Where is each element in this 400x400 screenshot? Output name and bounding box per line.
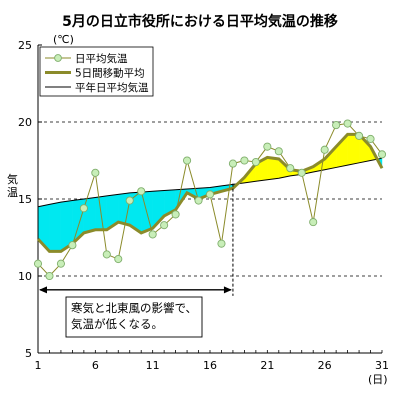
y-unit-label: (℃) — [53, 33, 74, 46]
daily-temperature-point — [251, 157, 260, 167]
x-tick-label: 26 — [318, 359, 332, 372]
daily-temperature-point — [137, 187, 146, 196]
daily-temperature-point — [366, 134, 375, 143]
daily-temperature-point — [56, 259, 65, 268]
daily-temperature-point — [309, 218, 318, 227]
x-tick-label: 1 — [35, 359, 42, 372]
daily-temperature-point — [91, 168, 100, 177]
daily-temperature-point — [148, 230, 157, 239]
annotation-text: 気温が低くなる。 — [71, 317, 163, 331]
daily-temperature-point — [332, 121, 341, 130]
normal-temperature-line — [37, 157, 383, 208]
x-ticks: 1 6 11 16 21 26 31 — [35, 350, 389, 372]
x-tick-label: 16 — [203, 359, 217, 372]
daily-temperature-point — [297, 168, 306, 177]
daily-temperature-point — [171, 210, 180, 219]
legend-label: 平年日平均気温 — [75, 81, 149, 94]
daily-temperature-point — [79, 204, 88, 213]
daily-temperature-point — [102, 250, 111, 259]
above-normal-fill — [267, 157, 279, 180]
daily-temperature-point — [125, 196, 134, 205]
range-arrow-left-head — [39, 286, 47, 294]
x-tick-label: 11 — [146, 359, 160, 372]
daily-temperature-point — [320, 145, 329, 154]
daily-temperature-point — [205, 190, 215, 199]
y-tick-label: 20 — [18, 116, 32, 129]
y-tick-label: 15 — [18, 193, 32, 206]
annotation: 寒気と北東風の影響で、気温が低くなる。 — [39, 183, 234, 338]
y-ticks: 5 10 15 20 25 — [18, 39, 42, 360]
legend-label: 日平均気温 — [75, 52, 128, 65]
daily-temperature-point — [228, 159, 237, 168]
daily-temperature-point — [377, 150, 387, 159]
legend-swatch-marker — [54, 54, 62, 62]
y-axis-label: 気温 — [7, 172, 18, 199]
x-tick-label: 21 — [260, 359, 274, 372]
daily-temperature-point — [45, 271, 54, 281]
x-unit-label: (日) — [368, 373, 388, 386]
y-tick-label: 25 — [18, 39, 32, 52]
series-markers — [33, 119, 387, 281]
x-tick-label: 31 — [375, 359, 389, 372]
chart-title: 5月の日立市役所における日平均気温の推移 — [62, 13, 338, 30]
daily-temperature-point — [274, 147, 283, 156]
below-normal-fill — [49, 201, 62, 252]
daily-temperature-point — [263, 142, 272, 151]
y-tick-label: 10 — [18, 270, 32, 283]
daily-temperature-point — [33, 259, 43, 268]
daily-temperature-point — [114, 255, 123, 264]
legend-label: 5日間移動平均 — [75, 67, 145, 80]
daily-temperature-point — [68, 241, 77, 250]
daily-temperature-point — [286, 164, 295, 173]
range-arrow-right-head — [223, 286, 232, 294]
daily-temperature-point — [160, 221, 169, 230]
daily-temperature-point — [183, 156, 192, 165]
x-tick-label: 6 — [92, 359, 99, 372]
daily-temperature-point — [217, 239, 226, 248]
daily-temperature-point — [355, 131, 364, 140]
daily-temperature-point — [194, 196, 203, 205]
y-tick-label: 5 — [25, 347, 32, 360]
daily-temperature-point — [240, 156, 249, 165]
daily-temperature-point — [343, 119, 352, 128]
annotation-box — [65, 296, 203, 338]
annotation-text: 寒気と北東風の影響で、 — [71, 301, 197, 315]
